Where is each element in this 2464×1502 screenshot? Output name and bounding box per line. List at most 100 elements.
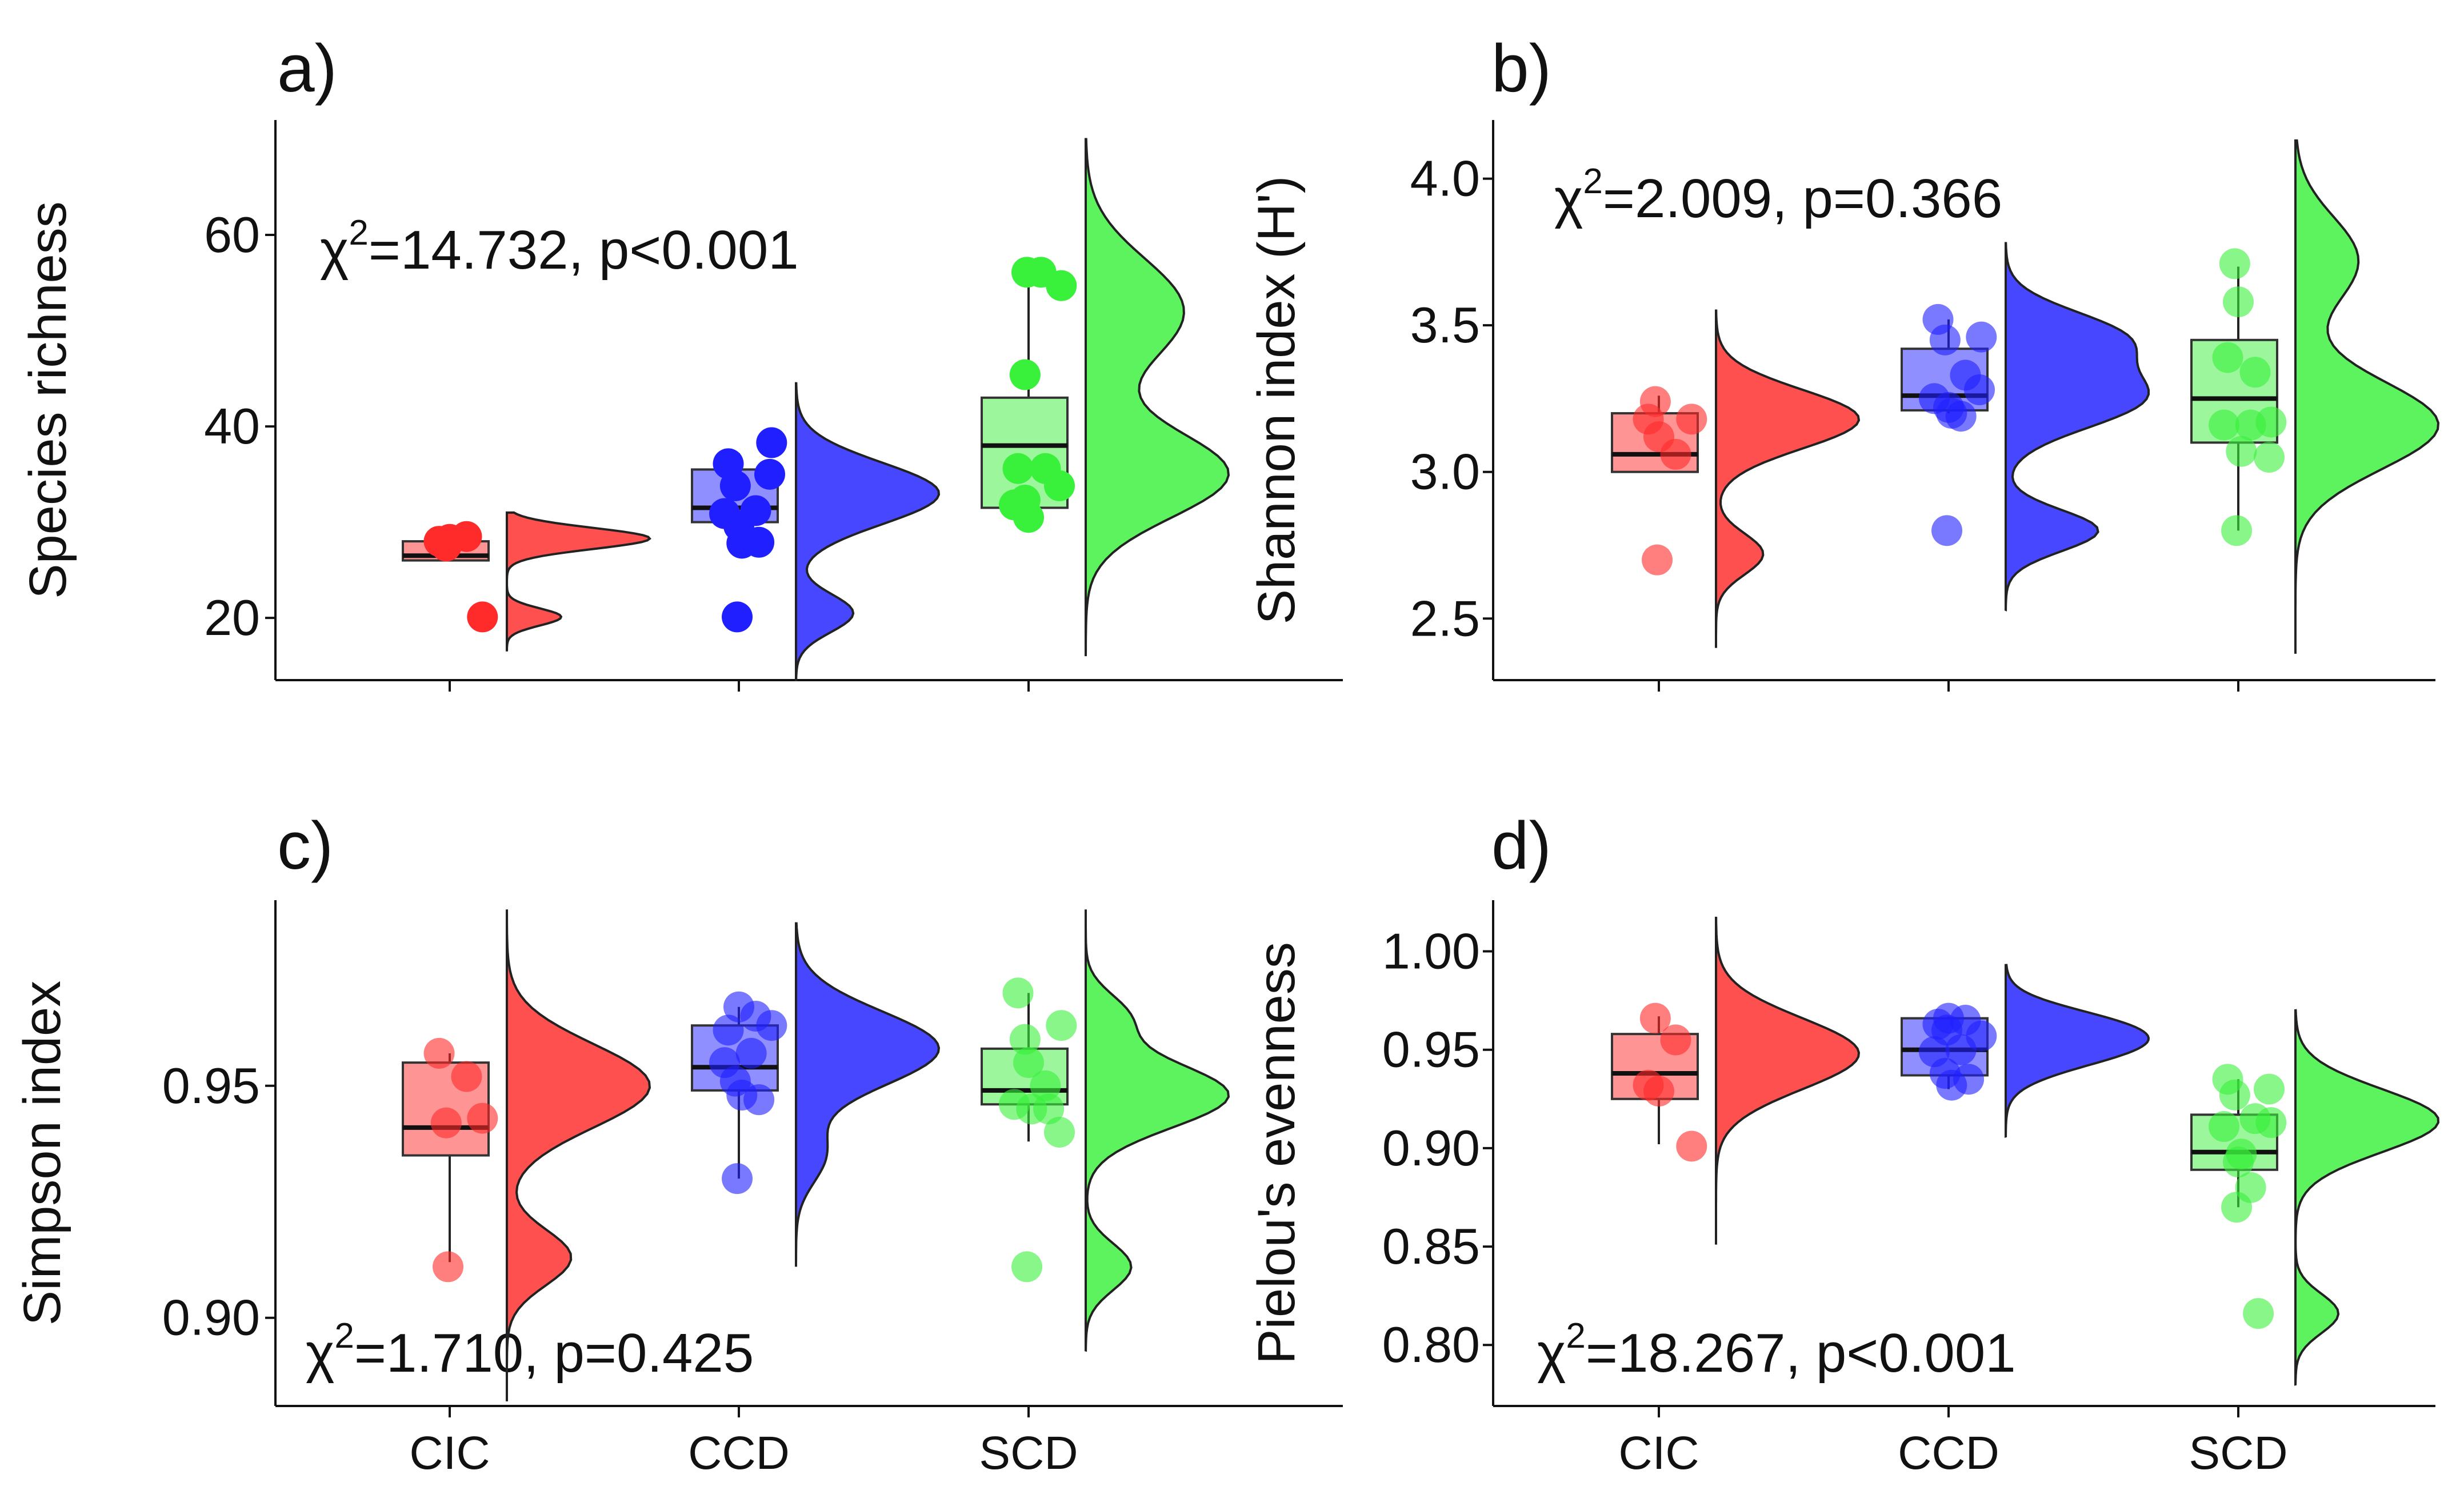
chi-symbol: χ [306, 1323, 334, 1384]
data-point [1936, 398, 1967, 429]
data-point [1642, 544, 1673, 576]
density-ccd [795, 382, 941, 681]
data-point [735, 1037, 767, 1069]
data-point [1931, 1014, 1963, 1046]
chi-value: =18.267, p<0.001 [1586, 1323, 2016, 1384]
panel-label: a) [277, 31, 337, 106]
data-point [1002, 977, 1034, 1009]
x-tick-label-cic: CIC [1618, 1427, 1699, 1479]
data-point [719, 470, 751, 501]
x-tick-label-cic: CIC [409, 1427, 490, 1479]
x-tick-label-scd: SCD [979, 1427, 1078, 1479]
group-cic [1611, 309, 1861, 648]
x-tick-label-ccd: CCD [688, 1427, 790, 1479]
data-point [1009, 1024, 1041, 1055]
density-scd [1085, 909, 1230, 1352]
data-point [1929, 324, 1961, 355]
chi-superscript: 2 [349, 213, 368, 253]
data-point [2235, 409, 2266, 441]
y-axis-title: Shannon index (H') [1247, 176, 1306, 625]
chi-square-annotation: χ2=1.710, p=0.425 [306, 1316, 754, 1384]
y-tick-label: 4.0 [1410, 150, 1480, 207]
chi-superscript: 2 [1566, 1316, 1585, 1356]
panel-a: 20 40 60 Species richness a) χ2=14.732, p<0.0… [19, 31, 1343, 692]
y-tick-label: 0.95 [1382, 1021, 1480, 1078]
data-point [2226, 436, 2257, 467]
y-axis-title: Simpson index [13, 981, 71, 1325]
y-tick-label: 0.85 [1382, 1218, 1480, 1275]
chi-value: =1.710, p=0.425 [354, 1323, 754, 1384]
y-tick-label: 1.00 [1382, 923, 1480, 980]
group-scd [981, 138, 1230, 657]
group-ccd [691, 382, 941, 681]
chi-symbol: χ [1537, 1323, 1566, 1384]
data-point [2221, 515, 2253, 546]
density-cic [1715, 309, 1861, 648]
data-point [1639, 1002, 1671, 1034]
data-point [433, 1251, 464, 1283]
group-ccd [1901, 242, 2150, 612]
chi-square-annotation: χ2=14.732, p<0.001 [320, 213, 799, 281]
panel-d: 0.80 0.85 0.90 0.95 1.00 CIC CCD SCD Pielou's ev… [1247, 808, 2440, 1479]
data-point [756, 1010, 787, 1041]
chi-value: =2.009, p=0.366 [1603, 168, 2002, 229]
group-cic [402, 511, 651, 652]
y-tick-label: 0.90 [1382, 1120, 1480, 1176]
group-scd [2190, 1009, 2440, 1386]
group-scd [2190, 139, 2440, 654]
group-cic [1611, 916, 1861, 1245]
data-point [430, 530, 462, 562]
y-axis-title: Species richness [19, 201, 77, 598]
data-point [1966, 321, 1997, 353]
data-point [2209, 409, 2240, 441]
data-point [722, 1163, 753, 1195]
data-point [430, 1107, 462, 1139]
data-point [2212, 342, 2243, 373]
data-point [1950, 359, 1981, 391]
data-point [2255, 1107, 2287, 1139]
data-point [743, 1084, 775, 1116]
group-scd [981, 909, 1230, 1352]
x-tick-label-scd: SCD [2189, 1427, 2287, 1479]
chi-square-annotation: χ2=18.267, p<0.001 [1537, 1316, 2016, 1384]
data-point [2243, 1298, 2274, 1329]
panel-label: b) [1491, 31, 1551, 106]
data-point [722, 601, 753, 633]
chi-square-annotation: χ2=2.009, p=0.366 [1554, 162, 2002, 229]
data-point [754, 458, 786, 490]
y-tick-label: 60 [204, 206, 260, 263]
data-point [1011, 257, 1043, 288]
data-point [1046, 270, 1077, 301]
group-ccd [691, 922, 941, 1267]
density-ccd [2005, 964, 2150, 1138]
y-tick-label: 0.90 [162, 1289, 260, 1346]
density-scd [2294, 139, 2440, 654]
data-point [1009, 359, 1041, 390]
data-point [1953, 1064, 1985, 1095]
chi-superscript: 2 [1583, 162, 1602, 201]
y-tick-label: 20 [204, 589, 260, 646]
data-point [467, 1102, 498, 1134]
data-point [1030, 1070, 1061, 1101]
density-ccd [795, 922, 941, 1267]
data-point [451, 1061, 482, 1092]
data-point [756, 427, 787, 458]
data-point [2221, 1192, 2253, 1223]
chi-superscript: 2 [334, 1316, 354, 1356]
data-point [2254, 1073, 2285, 1105]
data-point [2219, 1079, 2250, 1110]
panel-label: c) [277, 808, 333, 884]
y-tick-label: 2.5 [1410, 590, 1480, 646]
density-scd [2294, 1009, 2440, 1386]
data-point [423, 1037, 455, 1069]
data-point [743, 526, 775, 558]
y-tick-label: 40 [204, 398, 260, 454]
data-point [2239, 357, 2271, 388]
data-point [1013, 1047, 1044, 1078]
data-point [713, 1014, 744, 1046]
data-point [2223, 1146, 2254, 1177]
data-point [1676, 404, 1707, 435]
data-point [1044, 1116, 1075, 1148]
data-point [1931, 515, 1963, 546]
